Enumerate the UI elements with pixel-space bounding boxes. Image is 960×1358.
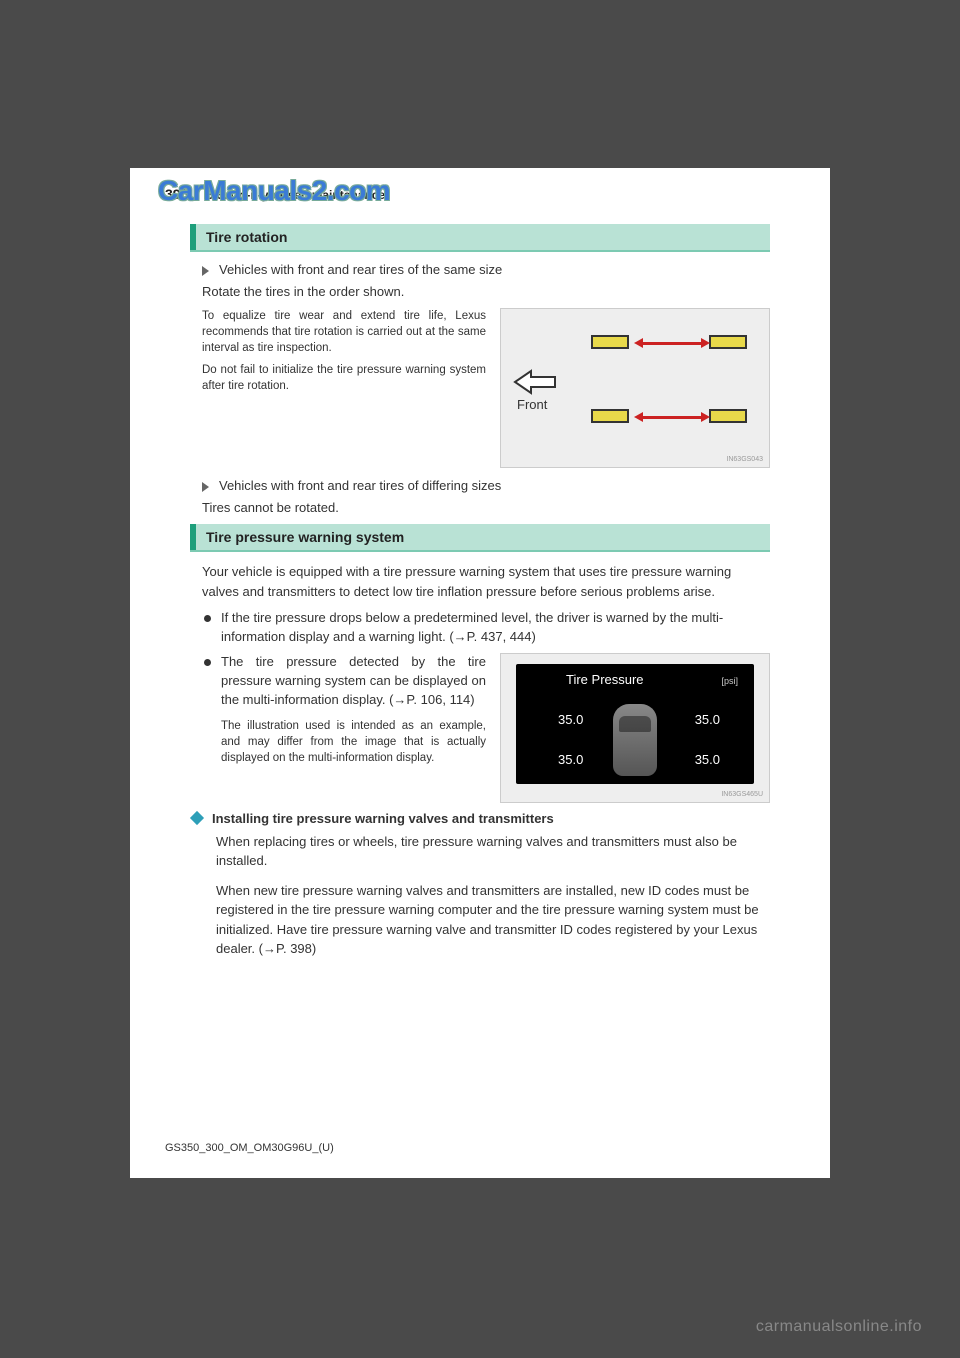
tpws-row: The tire pressure detected by the tire p… xyxy=(204,653,770,803)
rotation-left-col: To equalize tire wear and extend tire li… xyxy=(202,308,486,468)
psi-rl: 35.0 xyxy=(558,752,583,767)
tire-rr-icon xyxy=(709,409,747,423)
bullet-diff-size: Vehicles with front and rear tires of di… xyxy=(202,478,770,493)
heading-tpws: Tire pressure warning system xyxy=(190,524,770,550)
screen-title: Tire Pressure xyxy=(566,672,644,687)
bullet-text: Vehicles with front and rear tires of th… xyxy=(219,262,502,277)
psi-fr: 35.0 xyxy=(695,712,720,727)
tpws-left-col: The tire pressure detected by the tire p… xyxy=(204,653,486,772)
triangle-bullet-icon xyxy=(202,266,209,276)
watermark-bottom: carmanualsonline.info xyxy=(756,1318,922,1336)
mid-screen: Tire Pressure [psi] 35.0 35.0 35.0 35.0 xyxy=(516,664,754,784)
small-initialize: Do not fail to initialize the tire press… xyxy=(202,362,486,394)
screen-unit: [psi] xyxy=(721,676,738,686)
install-para2: When new tire pressure warning valves an… xyxy=(216,881,770,959)
heading-underline xyxy=(190,250,770,252)
swap-arrow-front-icon xyxy=(641,342,703,345)
diamond-heading: Installing tire pressure warning valves … xyxy=(190,811,770,826)
heading-underline xyxy=(190,550,770,552)
page-content: Tire rotation Vehicles with front and re… xyxy=(130,168,830,959)
swap-arrow-rear-icon xyxy=(641,416,703,419)
dot-bullet-icon xyxy=(204,659,211,666)
watermark-top: CarManuals2.com xyxy=(158,175,390,207)
tpws-small: The illustration used is intended as an … xyxy=(221,718,486,766)
footer-doc-code: GS350_300_OM_OM30G96U_(U) xyxy=(165,1142,334,1154)
front-arrow-icon xyxy=(513,369,557,395)
diagram-code: IN63GS465U xyxy=(721,791,763,798)
tire-fr-icon xyxy=(709,335,747,349)
diamond-icon xyxy=(190,811,204,825)
car-icon xyxy=(613,704,657,776)
dot-text: The tire pressure detected by the tire p… xyxy=(221,653,486,710)
rotation-diagram: Front IN63GS043 xyxy=(500,308,770,468)
tire-rl-icon xyxy=(591,409,629,423)
small-equalize: To equalize tire wear and extend tire li… xyxy=(202,308,486,356)
tire-fl-icon xyxy=(591,335,629,349)
diagram-code: IN63GS043 xyxy=(726,456,763,463)
tpws-intro: Your vehicle is equipped with a tire pre… xyxy=(202,562,770,604)
para-rotate-order: Rotate the tires in the order shown. xyxy=(202,283,770,302)
psi-rr: 35.0 xyxy=(695,752,720,767)
diamond-text: Installing tire pressure warning valves … xyxy=(212,811,554,826)
tpws-dot2: The tire pressure detected by the tire p… xyxy=(204,653,486,710)
heading-tire-rotation: Tire rotation xyxy=(190,224,770,250)
para-cannot-rotate: Tires cannot be rotated. xyxy=(202,499,770,518)
triangle-bullet-icon xyxy=(202,482,209,492)
dot-text: If the tire pressure drops below a prede… xyxy=(221,609,770,647)
bullet-text: Vehicles with front and rear tires of di… xyxy=(219,478,501,493)
manual-page: CarManuals2.com 396 6-3. Do-it-yourself … xyxy=(130,168,830,1178)
front-label: Front xyxy=(517,397,547,412)
tpws-screen-diagram: Tire Pressure [psi] 35.0 35.0 35.0 35.0 … xyxy=(500,653,770,803)
rotation-row: To equalize tire wear and extend tire li… xyxy=(202,308,770,468)
bullet-same-size: Vehicles with front and rear tires of th… xyxy=(202,262,770,277)
dot-bullet-icon xyxy=(204,615,211,622)
install-para1: When replacing tires or wheels, tire pre… xyxy=(216,832,770,871)
psi-fl: 35.0 xyxy=(558,712,583,727)
tpws-dot1: If the tire pressure drops below a prede… xyxy=(204,609,770,647)
